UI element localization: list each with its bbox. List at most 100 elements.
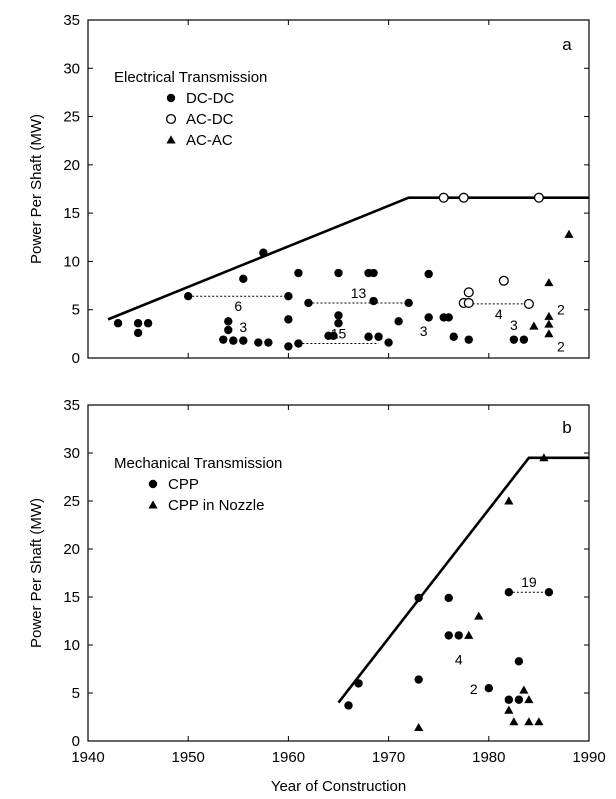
annotation: 2 (557, 338, 565, 354)
data-point (544, 588, 554, 597)
data-point (294, 339, 303, 348)
data-point (374, 332, 383, 341)
y-tick-label: 30 (63, 60, 80, 77)
data-point (219, 335, 228, 344)
data-point (143, 319, 153, 328)
data-point (524, 717, 534, 726)
y-tick-label: 0 (72, 350, 80, 367)
data-point (464, 630, 474, 639)
data-point (544, 278, 554, 287)
data-point (364, 332, 373, 341)
panel-letter: b (562, 418, 571, 437)
y-tick-label: 35 (63, 12, 80, 29)
y-tick-label: 10 (63, 637, 80, 654)
legend-entry: AC-DC (186, 111, 234, 128)
data-point (354, 679, 363, 688)
data-point (438, 192, 449, 203)
data-point (519, 685, 529, 694)
legend-entry: CPP in Nozzle (168, 497, 264, 514)
legend-marker (166, 93, 176, 103)
legend-marker (148, 479, 158, 489)
data-point (334, 268, 343, 278)
legend-title: Mechanical Transmission (114, 455, 282, 472)
data-point (504, 705, 514, 714)
data-point (414, 593, 423, 603)
legend-entry: DC-DC (186, 90, 234, 107)
annotation: 3 (239, 319, 247, 335)
data-point (449, 332, 458, 341)
data-point (509, 717, 519, 726)
y-axis-title: Power Per Shaft (MW) (28, 114, 45, 264)
data-point (394, 317, 403, 326)
data-point (304, 298, 313, 308)
data-point (239, 274, 248, 284)
annotation: 3 (510, 317, 518, 333)
data-point (284, 315, 293, 324)
data-point (504, 496, 514, 505)
y-tick-label: 20 (63, 541, 80, 558)
data-point (509, 335, 519, 344)
data-point (224, 325, 233, 335)
annotation: 3 (420, 323, 428, 339)
x-tick-label: 1970 (372, 749, 405, 766)
data-point (424, 269, 433, 279)
y-tick-label: 10 (63, 253, 80, 270)
data-point (184, 291, 193, 301)
range-label: 6 (234, 298, 242, 314)
y-tick-label: 25 (63, 493, 80, 510)
data-point (524, 695, 534, 704)
data-point (334, 311, 343, 320)
data-point (454, 631, 463, 640)
range-label: 4 (495, 306, 503, 322)
x-tick-label: 1980 (472, 749, 505, 766)
data-point (229, 336, 238, 345)
data-point (369, 296, 378, 306)
legend-marker (148, 500, 158, 509)
legend-entry: AC-AC (186, 132, 233, 149)
data-point (504, 695, 514, 704)
legend-marker (165, 113, 177, 125)
data-point (484, 684, 493, 693)
panel-letter: a (562, 35, 572, 54)
data-point (329, 331, 338, 340)
data-point (534, 717, 544, 726)
plot-frame (87, 404, 590, 742)
data-point (334, 319, 343, 328)
y-tick-label: 20 (63, 157, 80, 174)
y-tick-label: 30 (63, 445, 80, 462)
legend-title: Electrical Transmission (114, 69, 267, 86)
plot-frame (87, 19, 590, 359)
y-tick-label: 15 (63, 589, 80, 606)
range-label: 19 (521, 574, 537, 590)
x-tick-label: 1990 (572, 749, 605, 766)
data-point (523, 298, 534, 309)
data-point (544, 319, 554, 328)
data-point (564, 229, 574, 238)
y-tick-label: 5 (72, 302, 80, 319)
data-point (254, 338, 263, 347)
data-point (414, 675, 423, 684)
y-axis-title: Power Per Shaft (MW) (28, 498, 45, 648)
annotation: 2 (557, 302, 565, 318)
data-point (504, 588, 514, 597)
data-point (464, 335, 473, 344)
data-point (539, 453, 549, 462)
data-point (414, 722, 424, 732)
y-tick-label: 25 (63, 109, 80, 126)
data-point (113, 319, 123, 328)
data-point (444, 313, 453, 322)
y-tick-label: 15 (63, 205, 80, 222)
data-point (544, 311, 554, 320)
data-point (264, 338, 273, 347)
x-tick-label: 1960 (272, 749, 305, 766)
x-axis-title: Year of Construction (271, 778, 406, 795)
data-point (404, 298, 413, 308)
y-tick-label: 0 (72, 733, 80, 750)
data-point (444, 631, 453, 640)
data-point (514, 695, 524, 704)
data-point (239, 336, 248, 345)
data-point (259, 248, 268, 257)
data-point (133, 319, 143, 328)
